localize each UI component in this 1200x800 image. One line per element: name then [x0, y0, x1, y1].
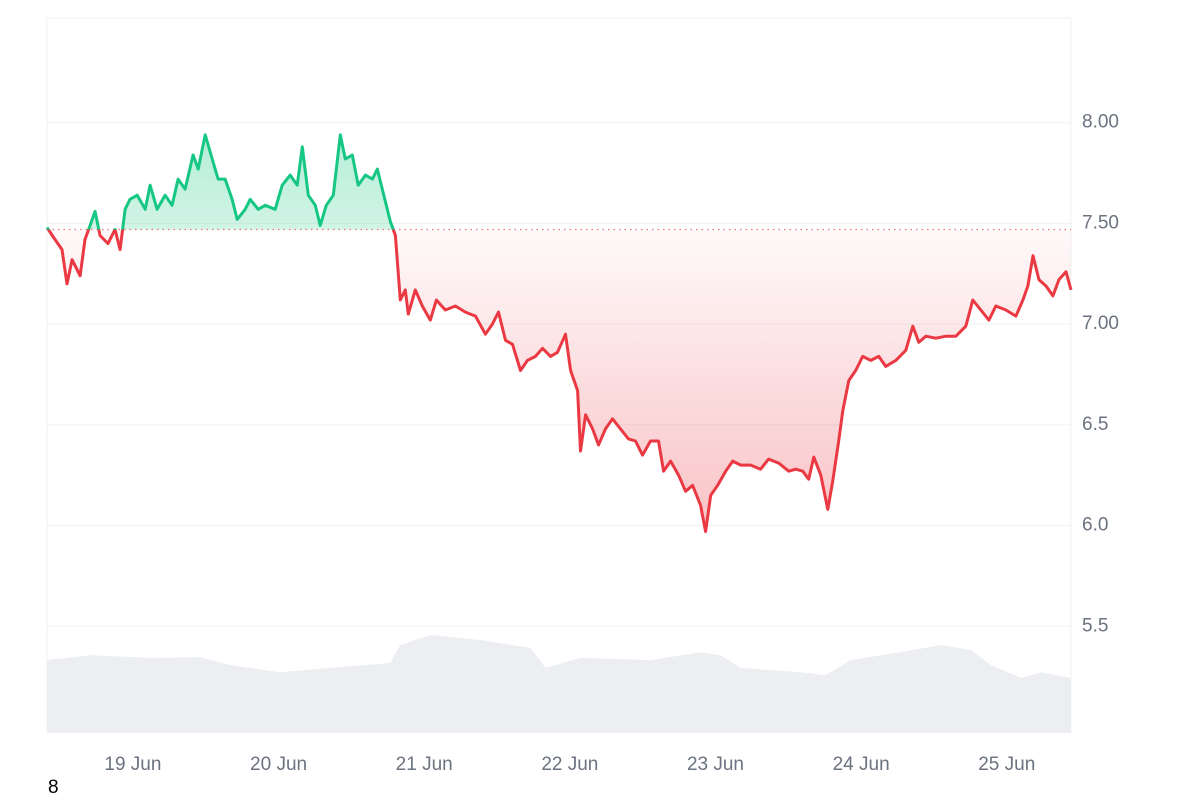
x-tick-label: 21 Jun: [396, 754, 453, 775]
volume-area: [47, 635, 1071, 733]
x-tick-label: 24 Jun: [833, 754, 890, 775]
x-tick-label: 25 Jun: [978, 754, 1035, 775]
x-tick-label: 23 Jun: [687, 754, 744, 775]
y-tick-label: 5.5: [1082, 615, 1108, 636]
y-tick-label: 7.00: [1082, 313, 1119, 334]
x-tick-label: 20 Jun: [250, 754, 307, 775]
y-tick-label: 6.5: [1082, 414, 1108, 435]
price-line: [45, 133, 1073, 534]
y-tick-label: 6.0: [1082, 515, 1108, 536]
y-tick-label: 8.00: [1082, 112, 1119, 133]
price-area: [47, 134, 1071, 532]
footer-text: 8: [48, 777, 59, 798]
y-tick-label: 7.50: [1082, 212, 1119, 233]
plot: 5.5 6.0 6.5 7.00 7.50 8.00 19 Jun 20 Jun 21 Jun 2…: [45, 112, 1119, 775]
x-tick-label: 19 Jun: [104, 754, 161, 775]
x-tick-label: 22 Jun: [541, 754, 598, 775]
